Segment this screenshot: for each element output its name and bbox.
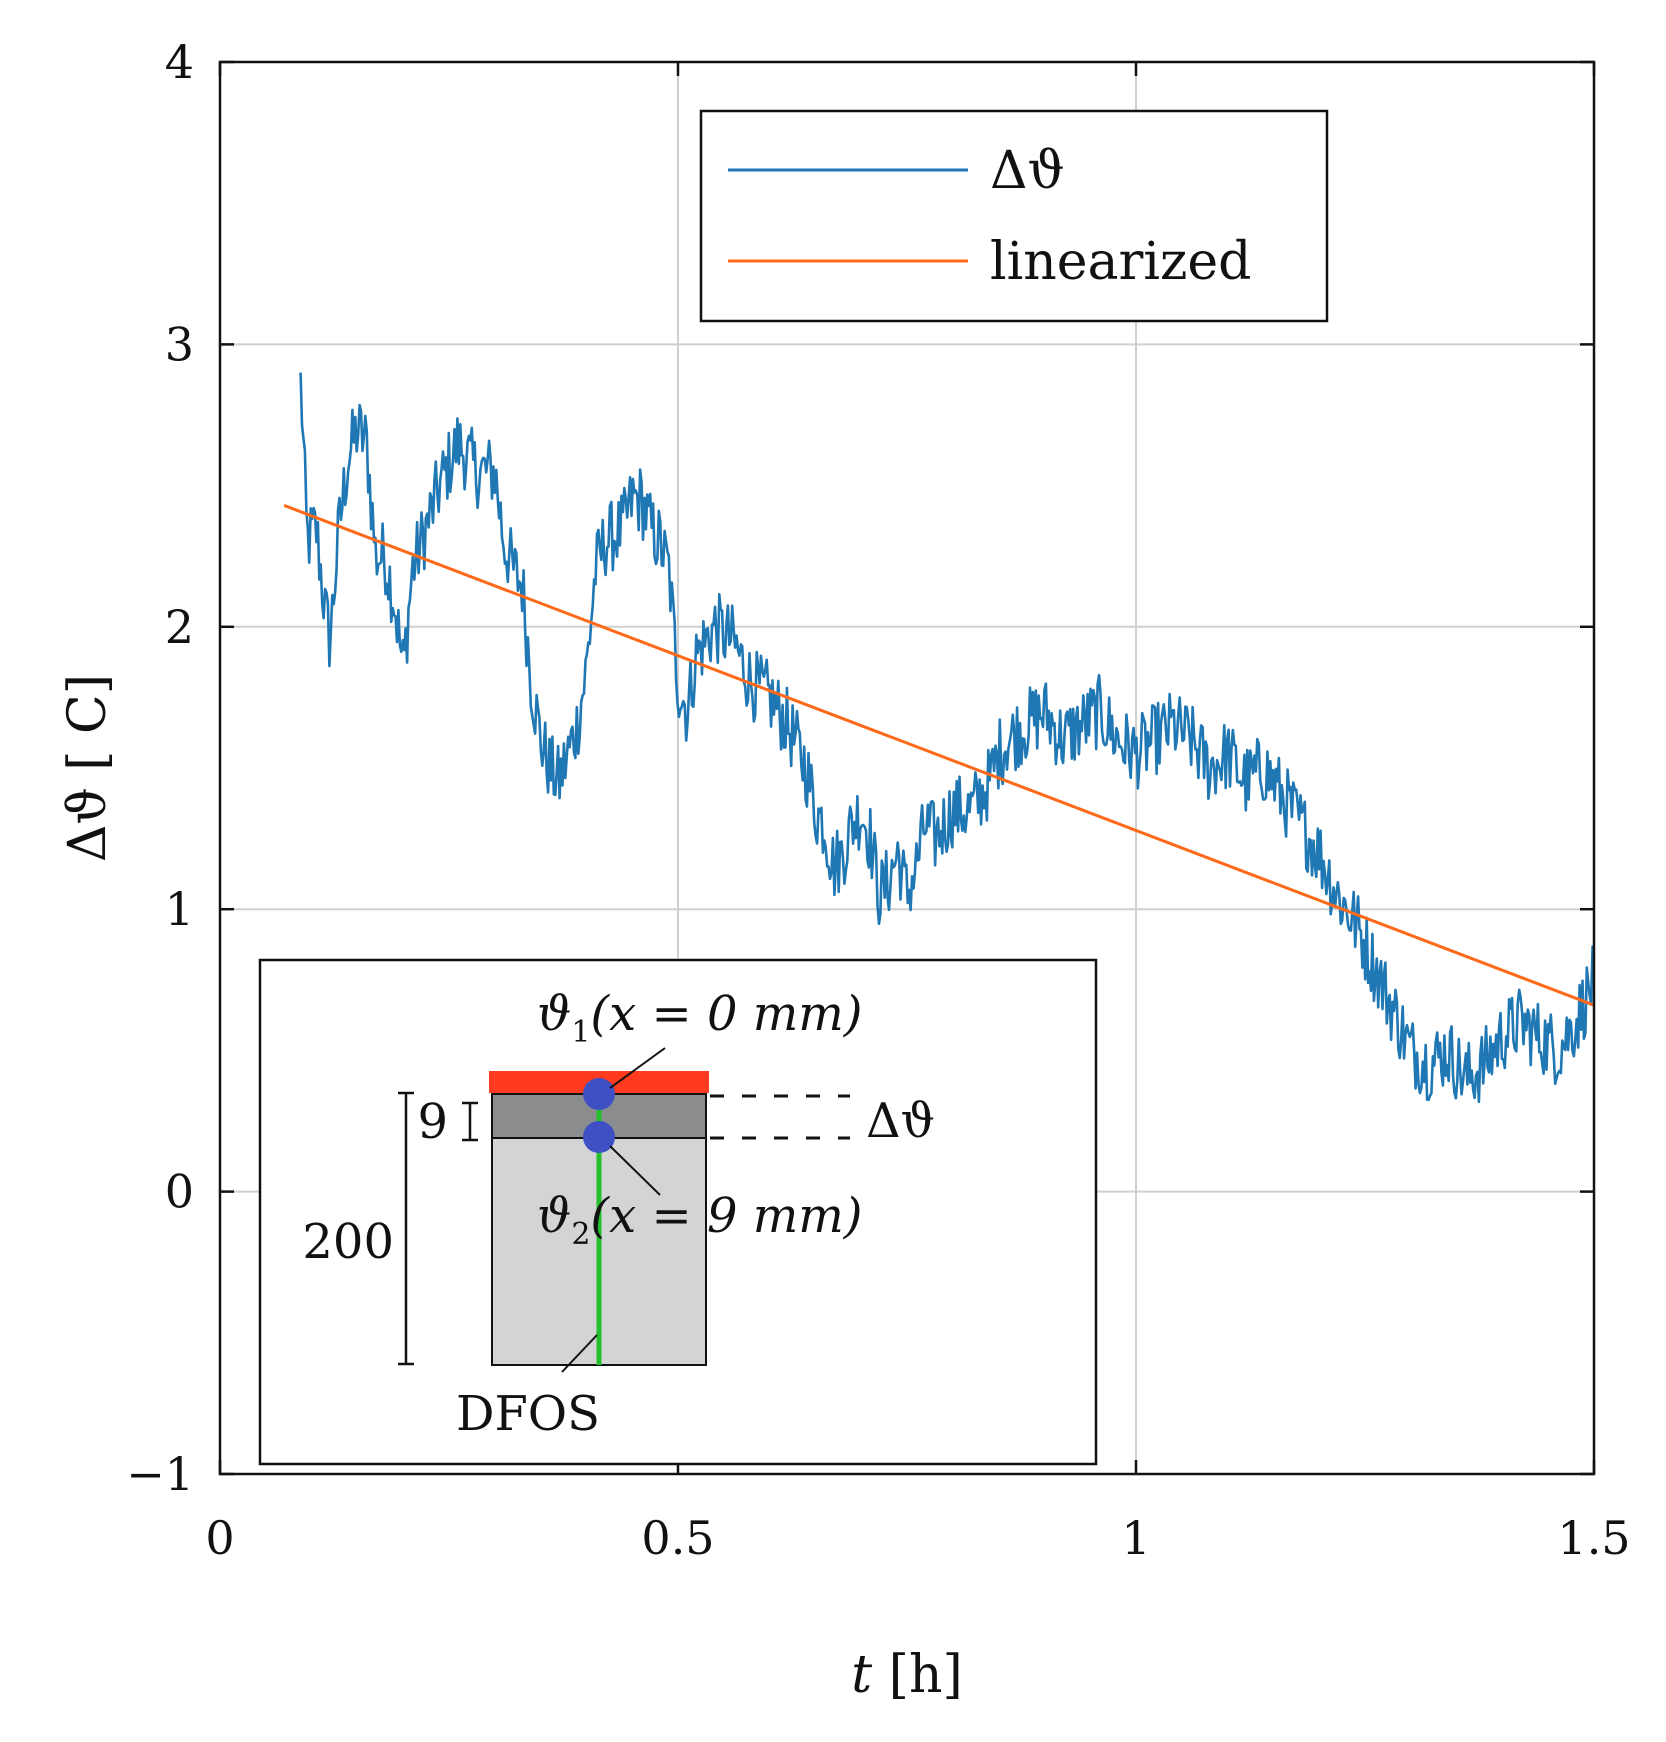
y-tick-label: 2 [165,600,194,654]
x-tick-label: 1 [1121,1511,1150,1565]
series-delta-theta-line [299,372,1596,1104]
legend-label-delta: Δϑ [990,141,1065,201]
inset-label-theta2: ϑ2(x = 9 mm) [537,1188,863,1252]
x-axis-label-var: t [851,1645,872,1705]
inset-pointer-dfos [561,1334,598,1373]
series-linearized-line [283,503,1595,1007]
inset-schematic: ϑ1(x = 0 mm) ϑ2(x = 9 mm) Δϑ 9 200 DFOS [258,958,1098,1466]
inset-label-theta1: ϑ1(x = 0 mm) [537,986,863,1050]
inset-label-dfos: DFOS [456,1386,600,1442]
inset-dimension-200 [398,1091,414,1366]
legend: Δϑ linearized [699,109,1329,323]
y-tick-label: 1 [165,882,194,936]
x-axis-label: t [h] [851,1645,963,1705]
plot-area-frame [218,60,1596,1476]
inset-label-dim-200: 200 [302,1214,394,1270]
y-tick-label: 4 [165,35,194,89]
legend-label-linearized: linearized [990,232,1251,292]
legend-frame [699,109,1329,323]
y-axis-label: Δϑ [ C] [58,674,118,862]
y-tick-label: 3 [165,317,194,371]
inset-pointer-bottom [609,1145,661,1196]
inset-dimension-9 [462,1101,478,1142]
series-layer [283,372,1596,1104]
y-tick-label: −1 [126,1447,194,1501]
x-tick-label: 0.5 [641,1511,714,1565]
inset-sensor-point-1 [583,1078,615,1110]
inset-label-delta: Δϑ [866,1093,935,1149]
x-tick-label: 1.5 [1557,1511,1630,1565]
x-axis-label-unit: [h] [889,1645,963,1705]
inset-sensor-point-2 [583,1121,615,1153]
y-tick-label: 0 [165,1165,194,1219]
inset-label-dim-9: 9 [417,1094,448,1150]
axis-ticks [218,60,1596,1476]
x-tick-label: 0 [205,1511,234,1565]
inset-pointer-top [609,1047,666,1089]
